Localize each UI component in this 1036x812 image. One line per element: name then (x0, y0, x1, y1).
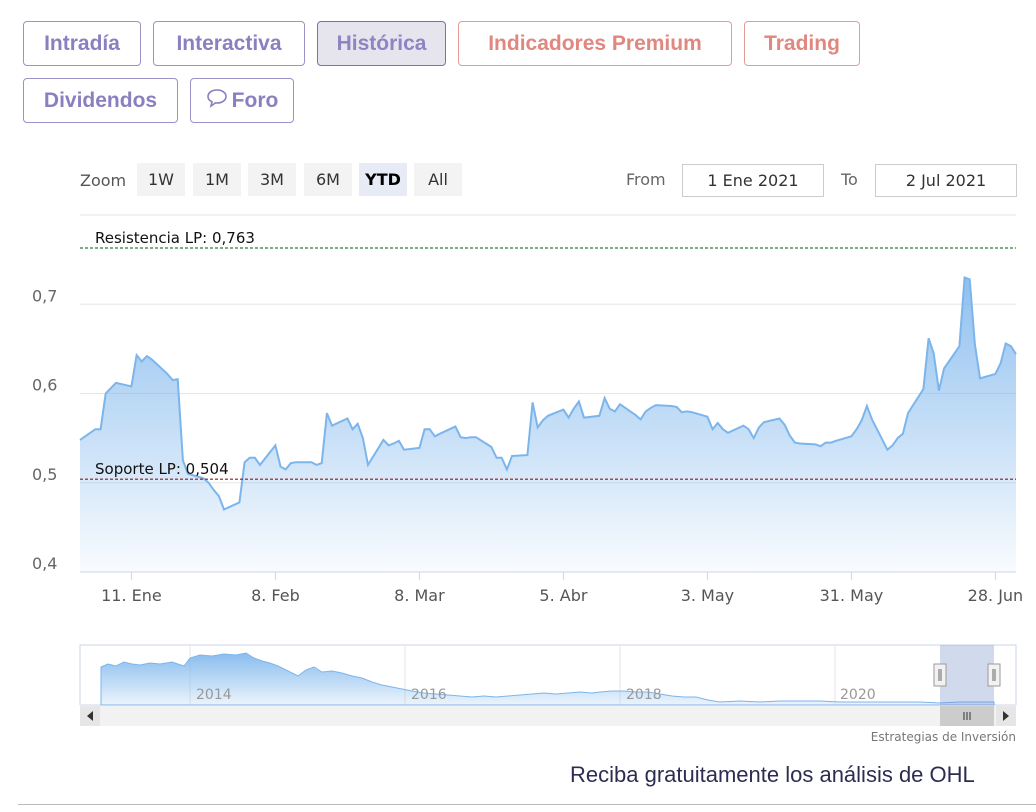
tab-intradia[interactable]: Intradía (23, 21, 141, 66)
y-tick-label: 0,4 (32, 554, 57, 573)
to-label: To (841, 170, 858, 189)
x-tick-label: 31. May (820, 586, 884, 605)
zoom-1m-button[interactable]: 1M (193, 163, 241, 196)
speech-bubble-icon (206, 80, 228, 123)
tab-dividendos[interactable]: Dividendos (23, 78, 178, 123)
to-date-input[interactable]: 2 Jul 2021 (875, 164, 1017, 197)
y-tick-label: 0,7 (32, 286, 57, 305)
zoom-3m-button[interactable]: 3M (248, 163, 296, 196)
x-tick-label: 8. Feb (251, 586, 300, 605)
zoom-1w-button[interactable]: 1W (137, 163, 185, 196)
zoom-label: Zoom (80, 171, 127, 190)
scrollbar-track[interactable] (80, 706, 1016, 726)
tab-foro-label: Foro (231, 89, 279, 112)
x-tick-label: 8. Mar (394, 586, 445, 605)
from-date-input[interactable]: 1 Ene 2021 (682, 164, 824, 197)
tab-historica[interactable]: Histórica (317, 21, 446, 66)
y-tick-label: 0,5 (32, 465, 57, 484)
zoom-ytd-button[interactable]: YTD (359, 163, 407, 196)
resistance-label: Resistencia LP: 0,763 (95, 229, 255, 247)
price-area (80, 277, 1016, 572)
price-line[interactable] (79, 276, 1017, 511)
navigator-area (100, 652, 995, 706)
y-tick-label: 0,6 (32, 376, 57, 395)
navigator-handle-left[interactable] (933, 663, 947, 687)
navigator-year-2020: 2020 (840, 687, 876, 703)
scroll-left-arrow-icon[interactable] (80, 706, 100, 726)
promo-text: Reciba gratuitamente los análisis de OHL (570, 762, 975, 787)
navigator-year-2016: 2016 (411, 687, 447, 703)
navigator-selection[interactable] (940, 645, 994, 705)
zoom-6m-button[interactable]: 6M (304, 163, 352, 196)
tab-interactiva[interactable]: Interactiva (153, 21, 305, 66)
from-label: From (626, 170, 666, 189)
x-tick-label: 5. Abr (539, 586, 587, 605)
navigator-year-2018: 2018 (626, 687, 662, 703)
price-chart[interactable]: Resistencia LP: 0,763 Soporte LP: 0,504 … (0, 0, 1036, 640)
tab-foro[interactable]: Foro (190, 78, 294, 123)
tab-trading[interactable]: Trading (744, 21, 860, 66)
x-tick-label: 3. May (681, 586, 734, 605)
divider (18, 804, 1036, 805)
x-tick-label: 28. Jun (968, 586, 1024, 605)
support-label: Soporte LP: 0,504 (95, 460, 229, 478)
chart-credit[interactable]: Estrategias de Inversión (870, 730, 1016, 744)
navigator-handle-right[interactable] (987, 663, 1001, 687)
scrollbar-grip-icon (963, 712, 971, 720)
scroll-right-arrow-icon[interactable] (996, 706, 1016, 726)
x-tick-label: 11. Ene (101, 586, 162, 605)
zoom-all-button[interactable]: All (414, 163, 462, 196)
tab-indicadores-premium[interactable]: Indicadores Premium (458, 21, 732, 66)
navigator-year-2014: 2014 (196, 687, 232, 703)
navigator[interactable]: 2014 2016 2018 2020 (0, 640, 1036, 740)
